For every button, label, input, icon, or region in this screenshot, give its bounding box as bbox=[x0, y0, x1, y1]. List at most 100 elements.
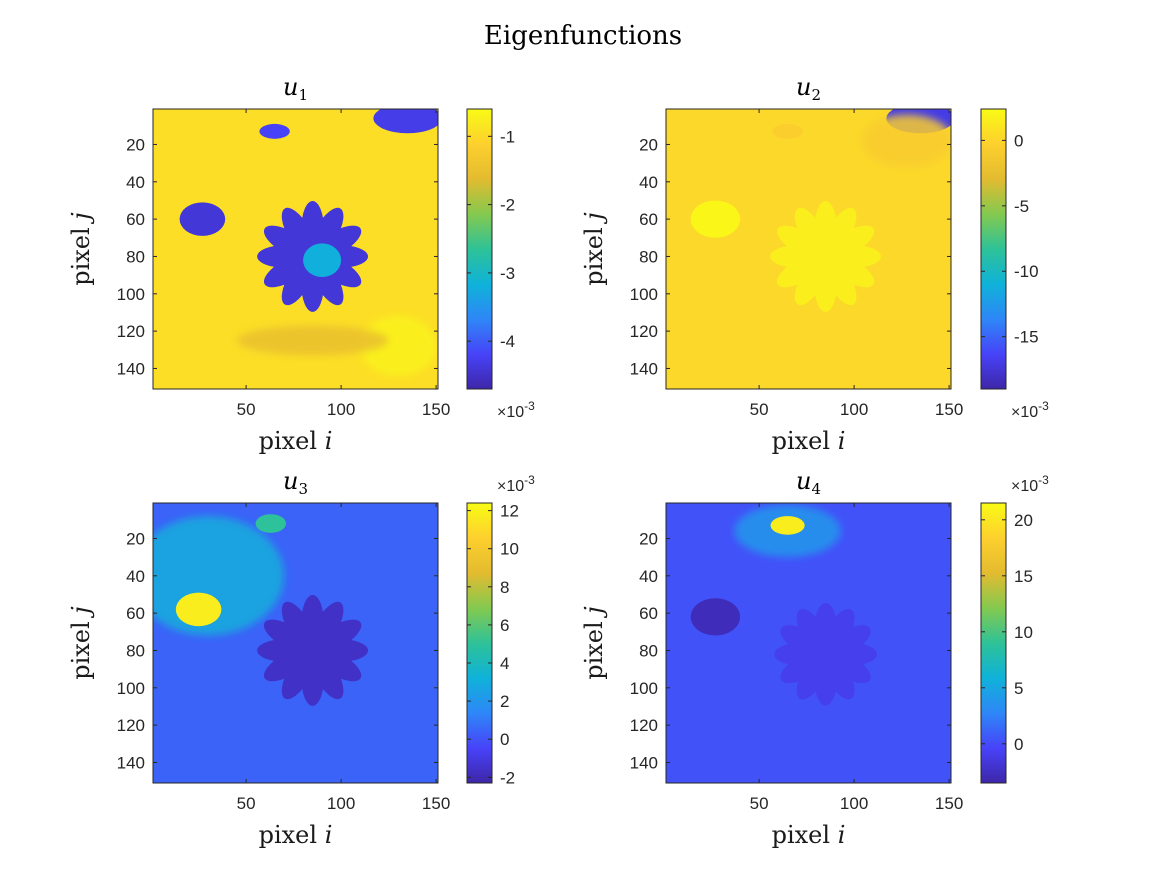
x-axis-label: pixel i bbox=[772, 427, 846, 455]
y-axis-label: pixel j bbox=[580, 606, 608, 680]
x-tick-label: 50 bbox=[237, 400, 256, 419]
y-tick-label: 40 bbox=[639, 173, 658, 192]
y-tick-label: 20 bbox=[639, 529, 658, 548]
colorbar-tick-label: -2 bbox=[500, 196, 515, 215]
panel-1: 50 100 150 20 40 60 80 100 120 140 u1 pixel i pixel … bbox=[67, 73, 535, 455]
heatmap-region-top-blob bbox=[772, 123, 803, 139]
heatmap-region-top-blob bbox=[255, 514, 286, 533]
y-tick-label: 40 bbox=[126, 173, 145, 192]
colorbar-frame bbox=[466, 502, 493, 784]
y-tick-label: 80 bbox=[126, 641, 145, 660]
colorbar-exponent-label: ×10-3 bbox=[497, 473, 535, 495]
y-tick-label: 20 bbox=[126, 529, 145, 548]
petal-core bbox=[282, 627, 343, 674]
y-tick-label: 140 bbox=[117, 753, 145, 772]
y-tick-label: 60 bbox=[126, 210, 145, 229]
colorbar-tick-label: -2 bbox=[500, 768, 515, 787]
y-tick-label: 100 bbox=[630, 285, 658, 304]
x-axis-label: pixel i bbox=[772, 821, 846, 849]
heatmap-image bbox=[666, 109, 951, 389]
heatmap-region-top-blob bbox=[770, 516, 805, 535]
heatmap-image bbox=[153, 109, 438, 389]
y-tick-label: 80 bbox=[126, 247, 145, 266]
colorbar-tick-label: 4 bbox=[500, 654, 509, 673]
x-tick-label: 100 bbox=[327, 794, 355, 813]
panel-title: u3 bbox=[283, 467, 308, 498]
axes-frame bbox=[152, 502, 439, 784]
y-tick-label: 120 bbox=[630, 322, 658, 341]
x-tick-label: 50 bbox=[750, 794, 769, 813]
heatmap-region-top-blob bbox=[259, 123, 290, 139]
axes-frame bbox=[665, 108, 952, 390]
colorbar-tick-label: 10 bbox=[1014, 623, 1033, 642]
colorbar bbox=[467, 109, 492, 389]
y-tick-label: 140 bbox=[117, 359, 145, 378]
x-tick-label: 150 bbox=[422, 400, 450, 419]
y-tick-label: 80 bbox=[639, 247, 658, 266]
colorbar-tick-label: -10 bbox=[1014, 262, 1039, 281]
x-tick-label: 150 bbox=[935, 400, 963, 419]
x-tick-label: 150 bbox=[935, 794, 963, 813]
petal-core bbox=[795, 233, 856, 280]
figure-title: Eigenfunctions bbox=[484, 21, 682, 51]
x-tick-label: 50 bbox=[750, 400, 769, 419]
y-tick-label: 60 bbox=[639, 210, 658, 229]
y-tick-label: 100 bbox=[117, 679, 145, 698]
colorbar-tick-label: 15 bbox=[1014, 567, 1033, 586]
heatmap-region-flower-center bbox=[303, 243, 342, 277]
colorbar-tick-label: 0 bbox=[1014, 131, 1023, 150]
panel-2: 50 100 150 20 40 60 80 100 120 140 u2 pixel i pixel … bbox=[580, 73, 1049, 455]
colorbar-tick-label: -3 bbox=[500, 264, 515, 283]
axes-frame bbox=[152, 108, 439, 390]
colorbar-tick-label: -15 bbox=[1014, 328, 1039, 347]
heatmap-image bbox=[666, 503, 951, 783]
heatmap-region-left-blob bbox=[179, 202, 226, 236]
x-tick-label: 100 bbox=[840, 400, 868, 419]
heatmap-region-green-band bbox=[236, 325, 389, 356]
heatmap-region-top-right-halo bbox=[861, 114, 951, 167]
y-tick-label: 40 bbox=[126, 567, 145, 586]
y-axis-label: pixel j bbox=[580, 212, 608, 286]
x-axis-label: pixel i bbox=[259, 427, 333, 455]
heatmap-region-left-blob bbox=[690, 598, 741, 636]
panel-title: u4 bbox=[796, 467, 821, 498]
heatmap-region-flower-head bbox=[770, 201, 882, 312]
y-tick-label: 140 bbox=[630, 753, 658, 772]
y-tick-label: 60 bbox=[126, 604, 145, 623]
colorbar bbox=[467, 503, 492, 783]
colorbar-tick-label: 8 bbox=[500, 578, 509, 597]
colorbar-tick-label: -1 bbox=[500, 127, 515, 146]
y-tick-label: 80 bbox=[639, 641, 658, 660]
axes-frame bbox=[665, 502, 952, 784]
colorbar-frame bbox=[980, 502, 1007, 784]
x-tick-label: 100 bbox=[840, 794, 868, 813]
colorbar-tick-label: 2 bbox=[500, 692, 509, 711]
y-tick-label: 100 bbox=[630, 679, 658, 698]
colorbar bbox=[981, 503, 1006, 783]
colorbar-tick-label: 12 bbox=[500, 502, 519, 521]
heatmap-region-left-blob bbox=[175, 592, 222, 627]
heatmap-image bbox=[153, 503, 438, 783]
colorbar bbox=[981, 109, 1006, 389]
colorbar-tick-label: 0 bbox=[1014, 735, 1023, 754]
y-tick-label: 60 bbox=[639, 604, 658, 623]
y-tick-label: 20 bbox=[126, 135, 145, 154]
heatmap-region-bright-corner bbox=[360, 316, 437, 376]
colorbar-exponent-label: ×10-3 bbox=[1011, 399, 1049, 421]
y-tick-label: 20 bbox=[639, 135, 658, 154]
x-tick-label: 100 bbox=[327, 400, 355, 419]
y-tick-label: 40 bbox=[639, 567, 658, 586]
petal-core bbox=[795, 633, 856, 676]
colorbar-tick-label: -5 bbox=[1014, 197, 1029, 216]
colorbar-tick-label: -4 bbox=[500, 332, 515, 351]
colorbar-exponent-label: ×10-3 bbox=[497, 399, 535, 421]
colorbar-tick-label: 10 bbox=[500, 540, 519, 559]
heatmap-region-flower-head bbox=[257, 595, 369, 706]
colorbar-tick-label: 5 bbox=[1014, 679, 1023, 698]
panel-title: u2 bbox=[796, 73, 821, 104]
y-axis-label: pixel j bbox=[67, 606, 95, 680]
y-tick-label: 120 bbox=[630, 716, 658, 735]
